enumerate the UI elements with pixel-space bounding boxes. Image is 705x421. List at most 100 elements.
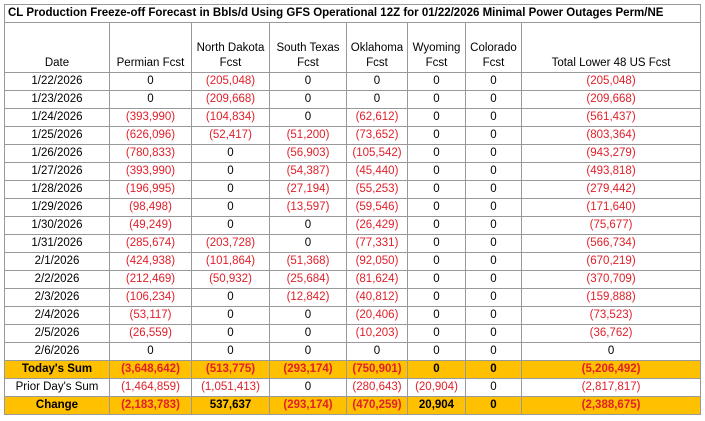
cell: 0 (191, 324, 270, 343)
cell: (780,833) (109, 144, 192, 163)
cell: 0 (465, 360, 522, 379)
cell: 0 (191, 342, 270, 361)
cell: 0 (465, 72, 522, 91)
cell: 0 (465, 126, 522, 145)
cell: 0 (109, 342, 192, 361)
cell: 0 (465, 216, 522, 235)
cell: 0 (269, 108, 347, 127)
cell: (209,668) (520, 90, 702, 109)
data-row: 2/2/2026 (212,469) (50,932) (25,684) (81,624… (4, 270, 702, 289)
cell: 0 (346, 342, 408, 361)
cell: 1/23/2026 (4, 90, 110, 109)
data-row: 2/4/2026 (53,117) 0 0 (20,406) 0 0 (73,523) (4, 306, 702, 325)
cell: 0 (191, 180, 270, 199)
data-row: 2/5/2026 (26,559) 0 0 (10,203) 0 0 (36,762) (4, 324, 702, 343)
cell: 0 (407, 216, 466, 235)
summary-row: Today's Sum (3,648,642) (513,775) (293,174)… (4, 360, 702, 379)
cell: 0 (269, 90, 347, 109)
data-row: 2/1/2026 (424,938) (101,864) (51,368) (92,05… (4, 252, 702, 271)
cell: (26,559) (109, 324, 192, 343)
header-cell: Date (4, 22, 110, 73)
header-text: Wyoming (412, 42, 461, 54)
header-cell: Oklahoma Fcst (346, 22, 408, 73)
cell: (92,050) (346, 252, 408, 271)
data-row: 1/29/2026 (98,498) 0 (13,597) (59,546) 0 0 (171… (4, 198, 702, 217)
cell: (280,643) (346, 378, 408, 397)
header-cell: Permian Fcst (109, 22, 192, 73)
cell: (561,437) (520, 108, 702, 127)
cell: 0 (520, 342, 702, 361)
data-row: 2/6/2026 0 0 0 0 0 0 0 (4, 342, 702, 361)
cell: (393,990) (109, 108, 192, 127)
cell: 0 (109, 90, 192, 109)
cell: Change (4, 396, 110, 415)
header-row: Date Permian Fcst North Dakota Fcst South Te… (4, 22, 702, 73)
cell: 0 (191, 144, 270, 163)
cell: 2/1/2026 (4, 252, 110, 271)
cell: (36,762) (520, 324, 702, 343)
header-text: Date (44, 57, 70, 69)
cell: (104,834) (191, 108, 270, 127)
summary-row: Change (2,183,783) 537,637 (293,174) (470,25… (4, 396, 702, 415)
cell: 1/29/2026 (4, 198, 110, 217)
header-cell: Wyoming Fcst (407, 22, 466, 73)
cell: 0 (269, 342, 347, 361)
cell: (25,684) (269, 270, 347, 289)
cell: 0 (407, 306, 466, 325)
cell: 0 (465, 306, 522, 325)
cell: (203,728) (191, 234, 270, 253)
cell: 1/25/2026 (4, 126, 110, 145)
cell: (13,597) (269, 198, 347, 217)
cell: (20,406) (346, 306, 408, 325)
cell: (566,734) (520, 234, 702, 253)
cell: 0 (407, 108, 466, 127)
cell: 0 (407, 180, 466, 199)
header-text: South Texas (276, 42, 340, 54)
cell: 0 (407, 72, 466, 91)
cell: (1,464,859) (109, 378, 192, 397)
cell: (51,368) (269, 252, 347, 271)
cell: 0 (407, 342, 466, 361)
cell: 0 (191, 198, 270, 217)
cell: (670,219) (520, 252, 702, 271)
cell: 0 (269, 72, 347, 91)
cell: 0 (407, 144, 466, 163)
cell: 0 (346, 90, 408, 109)
cell: (424,938) (109, 252, 192, 271)
cell: 0 (465, 270, 522, 289)
cell: Today's Sum (4, 360, 110, 379)
header-text: Fcst (482, 57, 505, 69)
cell: 0 (407, 198, 466, 217)
cell: 1/27/2026 (4, 162, 110, 181)
cell: (196,995) (109, 180, 192, 199)
cell: 0 (465, 252, 522, 271)
cell: 0 (269, 324, 347, 343)
cell: (52,417) (191, 126, 270, 145)
cell: (56,903) (269, 144, 347, 163)
cell: (5,206,492) (520, 360, 702, 379)
cell: 1/28/2026 (4, 180, 110, 199)
cell: (75,677) (520, 216, 702, 235)
cell: (212,469) (109, 270, 192, 289)
cell: 0 (465, 198, 522, 217)
cell: (45,440) (346, 162, 408, 181)
cell: 0 (407, 126, 466, 145)
cell: (54,387) (269, 162, 347, 181)
cell: 0 (465, 180, 522, 199)
cell: (2,183,783) (109, 396, 192, 415)
header-text: Permian Fcst (116, 57, 185, 69)
cell: 0 (465, 90, 522, 109)
cell: (50,932) (191, 270, 270, 289)
cell: 1/26/2026 (4, 144, 110, 163)
header-cell: Total Lower 48 US Fcst (520, 22, 702, 73)
title-row: CL Production Freeze-off Forecast in Bbl… (3, 4, 702, 23)
cell: (171,640) (520, 198, 702, 217)
cell: (106,234) (109, 288, 192, 307)
header-cell: North Dakota Fcst (191, 22, 270, 73)
cell: (55,253) (346, 180, 408, 199)
cell: (62,612) (346, 108, 408, 127)
cell: 0 (109, 72, 192, 91)
cell: 0 (407, 252, 466, 271)
cell: 1/31/2026 (4, 234, 110, 253)
cell: 0 (191, 216, 270, 235)
